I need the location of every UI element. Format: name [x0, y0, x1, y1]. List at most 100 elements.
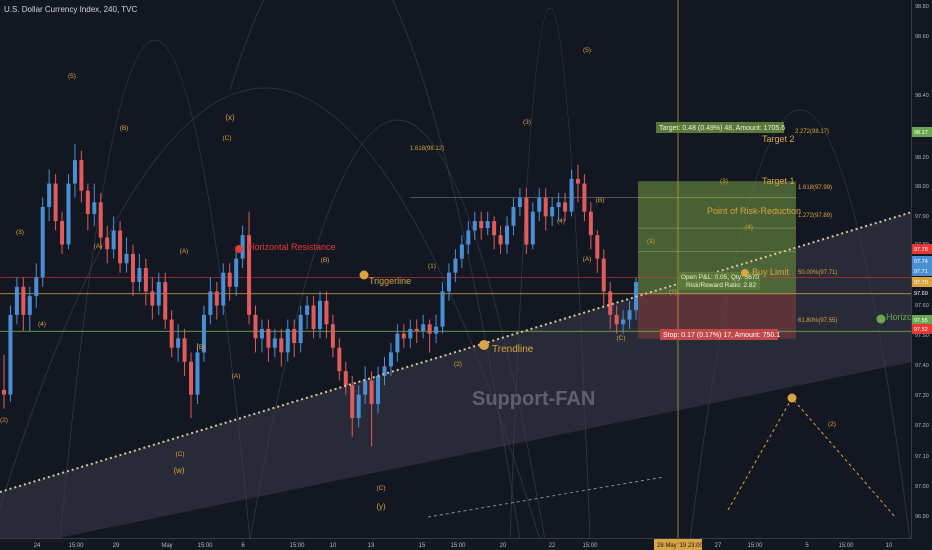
target-label: Target: 0.48 (0.49%) 48, Amount: 1705.6 [659, 125, 785, 132]
time-tick: 15:00 [582, 543, 598, 549]
candle-body [305, 305, 310, 315]
candle-body [40, 207, 45, 278]
price-tag-box [912, 288, 932, 298]
price-tick: 98.40 [915, 93, 929, 99]
price-tag-box [912, 266, 932, 276]
trendline-label: Trendline [492, 344, 534, 355]
candle-body [221, 272, 226, 306]
candle-body [601, 258, 606, 292]
candle-body [595, 235, 600, 259]
cursor-time-label: 28 May '19 23:00 [657, 543, 704, 549]
time-tick: 5 [805, 543, 809, 549]
candle-body [279, 338, 284, 353]
wave-label: (A) [232, 373, 241, 380]
horizontal-right-marker[interactable] [876, 314, 886, 324]
candle-body [421, 324, 426, 332]
resistance-marker[interactable] [235, 245, 243, 253]
candle-body [201, 314, 206, 353]
wave-label: (B) [321, 257, 330, 264]
candle-body [627, 310, 632, 320]
candle-body [189, 361, 194, 395]
background-arc [0, 87, 541, 541]
price-tag: 97.78 [914, 247, 928, 253]
candle-body [324, 300, 329, 325]
candle-body [27, 296, 32, 315]
candle-body [466, 230, 471, 245]
wave-label: (1) [428, 263, 436, 270]
candles [2, 143, 638, 447]
candle-body [298, 314, 303, 344]
triggerline-label: Triggerline [369, 276, 411, 286]
trendline-marker[interactable] [479, 340, 489, 350]
wave-label: (B) [596, 197, 605, 204]
candle-body [234, 258, 239, 287]
time-tick: 10 [330, 543, 337, 549]
price-tag-box [912, 127, 932, 137]
time-axis[interactable]: 24 15:00 29 May 15:00 6 15:00 10 13 15 15:00 20 22 15… [34, 543, 893, 549]
triggerline-marker[interactable] [359, 270, 369, 280]
time-tick: 15 [419, 543, 426, 549]
candle-body [530, 211, 535, 245]
candle-body [505, 225, 510, 245]
time-tick: 22 [549, 543, 556, 549]
candle-body [8, 314, 13, 395]
fib-level: 2.272(98.17) [795, 129, 829, 135]
candle-body [356, 394, 361, 419]
support-fan-label: Support-FAN [472, 388, 595, 410]
background-arc [249, 119, 546, 541]
time-tick: 24 [34, 543, 41, 549]
buy-limit-label: Buy Limit [752, 267, 790, 277]
lower-dashed-line [427, 476, 665, 518]
candle-body [272, 338, 277, 348]
candle-body [143, 267, 148, 292]
candle-body [330, 324, 335, 348]
price-tick: 97.20 [915, 423, 929, 429]
candle-body [240, 235, 245, 259]
support-fan-dotted-line [0, 211, 913, 493]
candle-body [98, 202, 103, 238]
price-tick: 97.60 [915, 303, 929, 309]
candle-body [47, 183, 52, 208]
candle-body [92, 202, 97, 215]
price-tag-box [912, 256, 932, 266]
candle-body [588, 211, 593, 236]
buy-limit-marker[interactable] [741, 269, 749, 277]
wave-label: (4) [745, 224, 753, 231]
candle-body [66, 183, 71, 245]
price-tick: 97.90 [915, 214, 929, 220]
candle-body [292, 328, 297, 344]
price-tags: 98.17 97.78 97.74 97.71 97.70 97.69 97.55 97.52 [912, 127, 932, 334]
candle-body [79, 160, 84, 191]
time-tick: 15:00 [450, 543, 466, 549]
time-tick: 20 [500, 543, 507, 549]
candle-body [479, 221, 484, 229]
wave-label: (y) [376, 502, 386, 511]
candle-body [498, 235, 503, 245]
candle-body [376, 375, 381, 404]
candle-body [227, 272, 232, 287]
price-tick: 97.30 [915, 393, 929, 399]
candle-body [388, 352, 393, 367]
candle-body [401, 333, 406, 339]
wave-label: (A) [94, 243, 103, 250]
wave-label: (C) [376, 485, 385, 492]
candle-body [369, 380, 374, 404]
horizontal-right-label: Horizo [886, 312, 912, 322]
price-tick: 97.10 [915, 454, 929, 460]
candle-body [214, 291, 219, 306]
candle-body [53, 183, 58, 222]
time-tick: 15:00 [747, 543, 763, 549]
candle-body [427, 324, 432, 334]
background-curves [0, 0, 911, 541]
fib-level: 61.80%(97.55) [798, 318, 837, 324]
candle-body [414, 328, 419, 332]
candle-body [195, 352, 200, 395]
candle-body [60, 221, 65, 245]
time-tick: 15:00 [68, 543, 84, 549]
wave-label: (3) [720, 178, 728, 185]
candle-body [563, 202, 568, 212]
price-tag: 97.52 [914, 327, 928, 333]
projection-marker[interactable] [787, 393, 797, 403]
candle-body [21, 286, 26, 315]
